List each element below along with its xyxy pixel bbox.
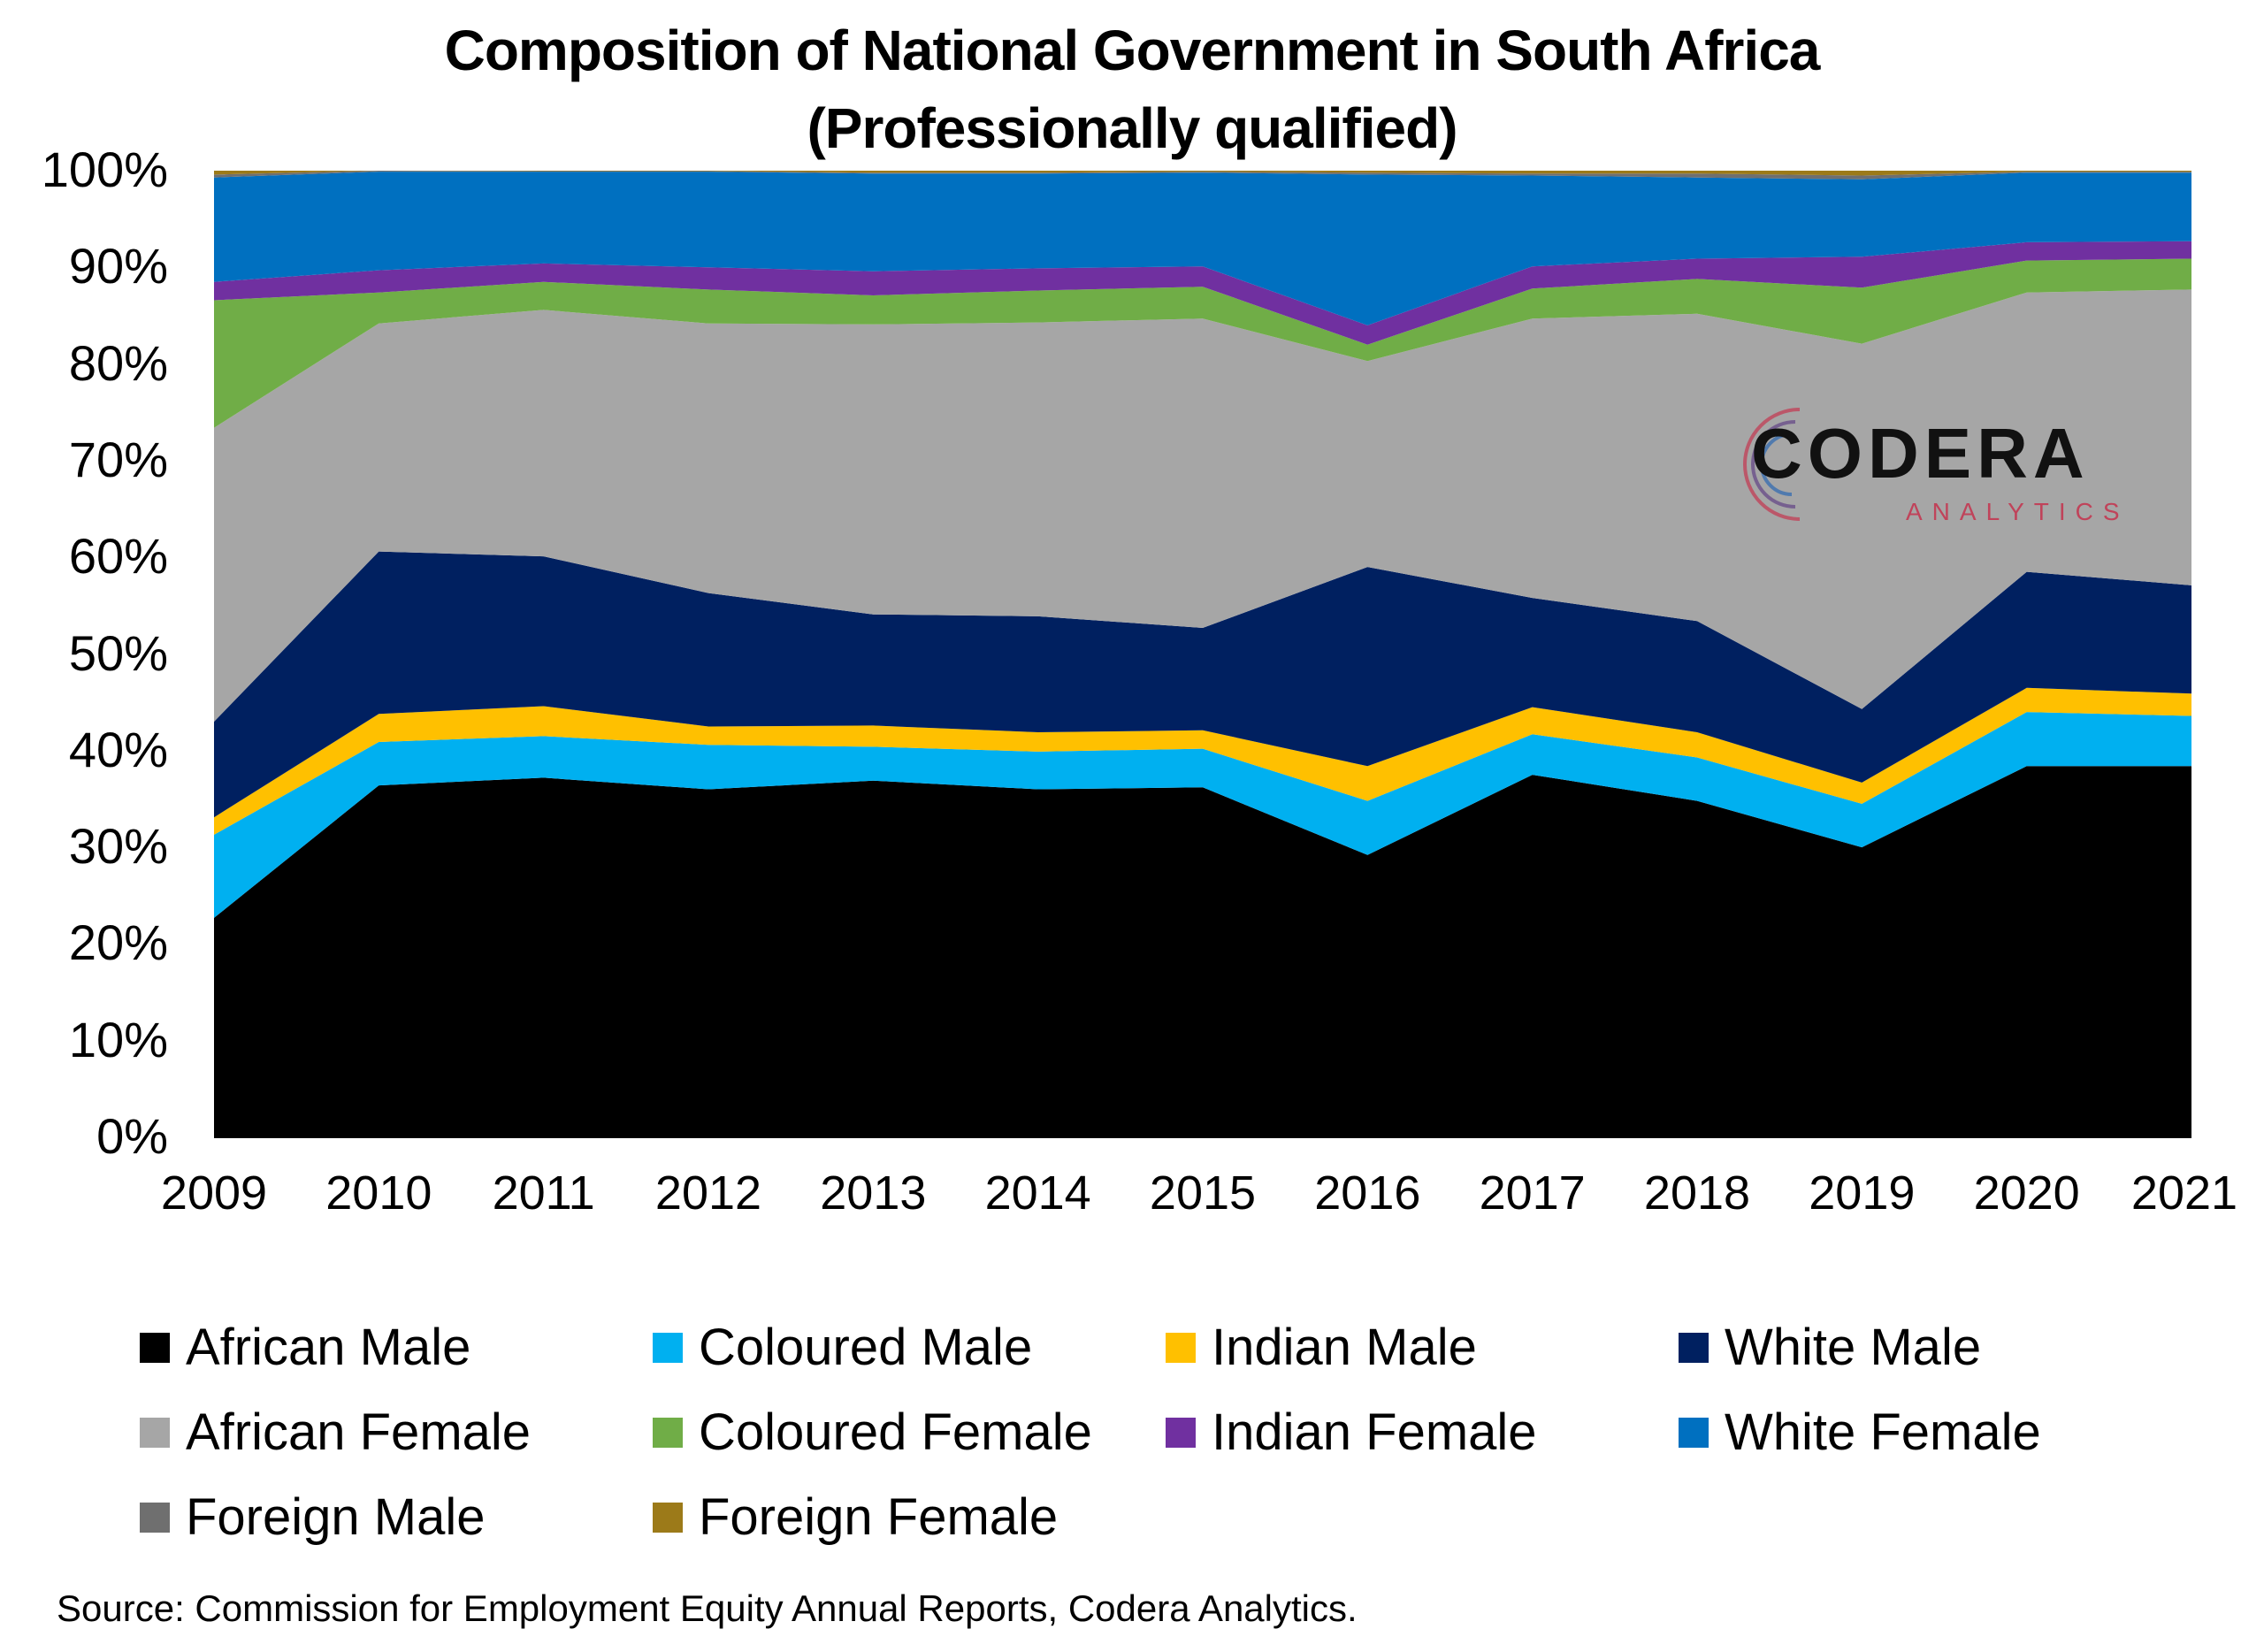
- legend-label: Coloured Female: [699, 1403, 1092, 1461]
- area-series-coloured-female: [214, 258, 2191, 428]
- codera-logo-icon: [1743, 408, 1801, 521]
- area-series-african-male: [214, 766, 2191, 1137]
- area-series-foreign-female: [214, 171, 2191, 176]
- legend-item: Coloured Male: [653, 1318, 1032, 1377]
- legend-label: Foreign Male: [186, 1488, 486, 1546]
- x-tick-label: 2014: [984, 1166, 1091, 1220]
- legend-item: African Male: [140, 1318, 470, 1377]
- chart-title-line-2: (Professionally qualified): [807, 96, 1457, 160]
- y-tick-label: 50%: [68, 624, 168, 681]
- logo-subtitle: ANALYTICS: [1906, 498, 2130, 525]
- x-tick-label: 2013: [820, 1166, 927, 1220]
- x-tick-label: 2009: [160, 1166, 268, 1220]
- legend-label: African Male: [186, 1319, 471, 1376]
- legend-label: African Female: [186, 1403, 532, 1461]
- x-tick-label: 2021: [2130, 1166, 2238, 1220]
- y-tick-label: 30%: [68, 818, 168, 875]
- x-tick-label: 2020: [1973, 1166, 2080, 1220]
- legend-swatch: [653, 1417, 683, 1448]
- source-note: Source: Commission for Employment Equity…: [57, 1587, 1358, 1629]
- legend-label: White Female: [1725, 1403, 2041, 1461]
- x-tick-label: 2017: [1479, 1166, 1586, 1220]
- legend-item: Indian Female: [1166, 1403, 1537, 1462]
- x-tick-label: 2015: [1149, 1166, 1257, 1220]
- legend-label: Indian Male: [1212, 1319, 1477, 1376]
- legend-item: African Female: [140, 1403, 531, 1462]
- legend-item: Coloured Female: [653, 1403, 1092, 1462]
- y-tick-label: 40%: [68, 721, 168, 777]
- legend-swatch: [653, 1502, 683, 1533]
- legend-swatch: [140, 1417, 170, 1448]
- y-tick-label: 100%: [41, 141, 168, 197]
- codera-logo: CODERA ANALYTICS: [1716, 394, 2140, 535]
- x-tick-label: 2012: [654, 1166, 762, 1220]
- y-tick-label: 20%: [68, 914, 168, 971]
- legend-swatch: [1679, 1417, 1709, 1448]
- legend-label: White Male: [1725, 1319, 1982, 1376]
- legend-item: White Male: [1679, 1318, 1981, 1377]
- x-tick-label: 2019: [1809, 1166, 1916, 1220]
- legend-item: Foreign Female: [653, 1488, 1058, 1547]
- x-tick-label: 2010: [325, 1166, 432, 1220]
- area-series-african-female: [214, 289, 2191, 722]
- legend-item: White Female: [1679, 1403, 2041, 1462]
- logo-wordmark: CODERA: [1751, 414, 2090, 493]
- area-series-foreign-male: [214, 171, 2191, 180]
- y-tick-label: 10%: [68, 1011, 168, 1067]
- x-tick-label: 2018: [1643, 1166, 1751, 1220]
- y-tick-label: 80%: [68, 334, 168, 391]
- legend-label: Indian Female: [1212, 1403, 1537, 1461]
- legend-label: Coloured Male: [699, 1319, 1033, 1376]
- y-tick-label: 90%: [68, 238, 168, 294]
- legend-label: Foreign Female: [699, 1488, 1059, 1546]
- y-tick-label: 60%: [68, 528, 168, 585]
- legend-swatch: [1166, 1417, 1196, 1448]
- legend-item: Foreign Male: [140, 1488, 485, 1547]
- area-series-indian-female: [214, 241, 2191, 345]
- area-series-white-male: [214, 551, 2191, 818]
- chart-title-line-1: Composition of National Government in So…: [444, 19, 1821, 82]
- legend-swatch: [1679, 1332, 1709, 1363]
- legend-swatch: [653, 1332, 683, 1363]
- legend-swatch: [1166, 1332, 1196, 1363]
- area-series-coloured-male: [214, 712, 2191, 918]
- legend-swatch: [140, 1502, 170, 1533]
- legend-item: Indian Male: [1166, 1318, 1477, 1377]
- legend-swatch: [140, 1332, 170, 1363]
- y-tick-label: 0%: [96, 1108, 168, 1164]
- x-tick-label: 2011: [492, 1166, 595, 1220]
- x-tick-label: 2016: [1314, 1166, 1421, 1220]
- area-series-white-female: [214, 172, 2191, 325]
- y-tick-label: 70%: [68, 431, 168, 487]
